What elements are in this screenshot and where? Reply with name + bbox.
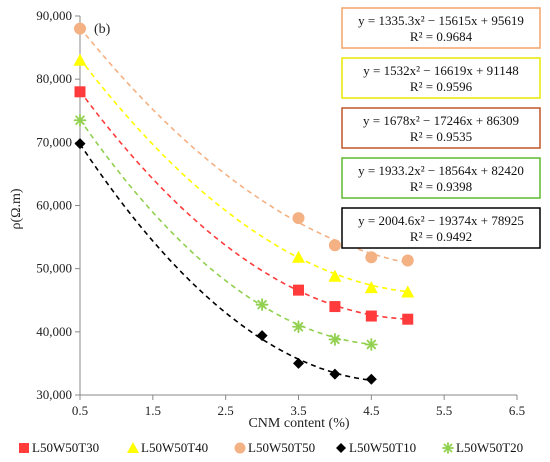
- legend-marker: [19, 443, 29, 453]
- legend-marker: [336, 443, 346, 453]
- legend-item-L50W50T50: L50W50T50: [234, 440, 315, 455]
- data-point-L50W50T20: [255, 298, 269, 312]
- data-point-L50W50T20: [328, 333, 342, 346]
- r-squared-text: R² = 0.9596: [410, 79, 473, 94]
- marker-stroke: [293, 322, 304, 332]
- data-point-L50W50T40: [364, 281, 378, 294]
- r-squared-text: R² = 0.9398: [410, 179, 472, 194]
- y-tick-label: 30,000: [36, 387, 72, 402]
- legend-label: L50W50T20: [456, 440, 523, 455]
- data-point-L50W50T40: [292, 250, 305, 263]
- data-point-L50W50T50: [292, 212, 305, 225]
- data-point-L50W50T40: [328, 269, 342, 282]
- legend-item-L50W50T20: L50W50T20: [442, 440, 523, 455]
- x-tick-label: 0.5: [72, 403, 88, 418]
- legend-label: L50W50T50: [248, 440, 315, 455]
- r-squared-text: R² = 0.9535: [410, 129, 472, 144]
- legend-item-L50W50T30: L50W50T30: [19, 440, 99, 455]
- data-point-L50W50T50: [328, 239, 341, 252]
- y-tick-label: 90,000: [36, 8, 72, 23]
- marker-stroke: [366, 339, 377, 350]
- data-point-L50W50T30: [365, 310, 377, 322]
- y-tick-label: 70,000: [36, 134, 72, 149]
- legend-item-L50W50T40: L50W50T40: [127, 440, 208, 455]
- x-tick-label: 1.5: [145, 403, 161, 418]
- trendline-L50W50T20: [79, 119, 372, 346]
- y-tick-label: 60,000: [36, 198, 72, 213]
- legend-marker: [127, 442, 139, 453]
- marker-stroke: [330, 334, 340, 345]
- equation-text: y = 1678x² − 17246x + 86309: [363, 113, 519, 128]
- x-tick-label: 5.5: [436, 403, 452, 418]
- legend-label: L50W50T10: [349, 440, 416, 455]
- marker-stroke: [443, 443, 453, 453]
- legend-label: L50W50T30: [32, 440, 99, 455]
- data-point-L50W50T10: [74, 138, 86, 150]
- data-point-L50W50T20: [292, 320, 305, 334]
- data-point-L50W50T50: [74, 22, 86, 35]
- x-tick-label: 2.5: [218, 403, 234, 418]
- data-point-L50W50T10: [329, 368, 341, 380]
- data-point-L50W50T30: [329, 301, 341, 313]
- trendline-L50W50T30: [79, 90, 408, 320]
- data-point-L50W50T10: [293, 357, 304, 369]
- data-point-L50W50T50: [401, 254, 414, 267]
- equation-box-frame: [341, 207, 541, 249]
- legend-item-L50W50T10: L50W50T10: [336, 440, 416, 455]
- marker-stroke: [257, 299, 267, 310]
- data-point-L50W50T40: [401, 285, 415, 298]
- equation-box-frame: [341, 157, 541, 199]
- r-squared-text: R² = 0.9492: [410, 229, 472, 244]
- data-point-L50W50T30: [293, 284, 304, 296]
- y-axis-title: ρ(Ω.m): [9, 188, 24, 229]
- equation-text: y = 2004.6x² − 19374x + 78925: [358, 213, 524, 228]
- legend: L50W50T30 L50W50T40 L50W50T50 L50W50T10 L50W…: [19, 440, 523, 455]
- equation-box-frame: [341, 7, 541, 49]
- equation-text: y = 1532x² − 16619x + 91148: [363, 63, 518, 78]
- markers: [73, 22, 415, 385]
- legend-marker: [442, 442, 454, 454]
- x-tick-label: 6.5: [509, 403, 525, 418]
- x-tick-label: 4.5: [363, 403, 379, 418]
- marker-stroke: [75, 115, 85, 125]
- legend-marker: [234, 442, 246, 454]
- data-point-L50W50T10: [256, 330, 268, 342]
- equation-text: y = 1933.2x² − 18564x + 82420: [358, 163, 524, 178]
- panel-label: (b): [94, 22, 111, 37]
- data-point-L50W50T10: [365, 373, 377, 385]
- legend-label: L50W50T40: [141, 440, 208, 455]
- y-tick-label: 40,000: [36, 324, 72, 339]
- data-point-L50W50T30: [74, 86, 86, 98]
- data-point-L50W50T30: [402, 313, 414, 325]
- y-tick-label: 80,000: [36, 71, 72, 86]
- equation-text: y = 1335.3x² − 15615x + 95619: [358, 13, 524, 28]
- equation-box-frame: [341, 57, 541, 99]
- x-axis-title: CNM content (%): [248, 416, 349, 431]
- plot-axes: 0.5 1.5 2.5 3.5 4.5 5.5 6.5 30,000 40,000 50,000 6…: [36, 8, 525, 418]
- data-point-L50W50T20: [364, 338, 378, 351]
- trendline-L50W50T10: [79, 143, 372, 381]
- equation-box-frame: [341, 107, 541, 149]
- x-tick-label: 3.5: [290, 403, 306, 418]
- data-point-L50W50T40: [73, 53, 87, 66]
- trendline-L50W50T40: [79, 58, 408, 293]
- data-point-L50W50T20: [73, 113, 87, 127]
- r-squared-text: R² = 0.9684: [410, 29, 473, 44]
- data-point-L50W50T50: [365, 251, 378, 264]
- y-tick-label: 50,000: [36, 261, 72, 276]
